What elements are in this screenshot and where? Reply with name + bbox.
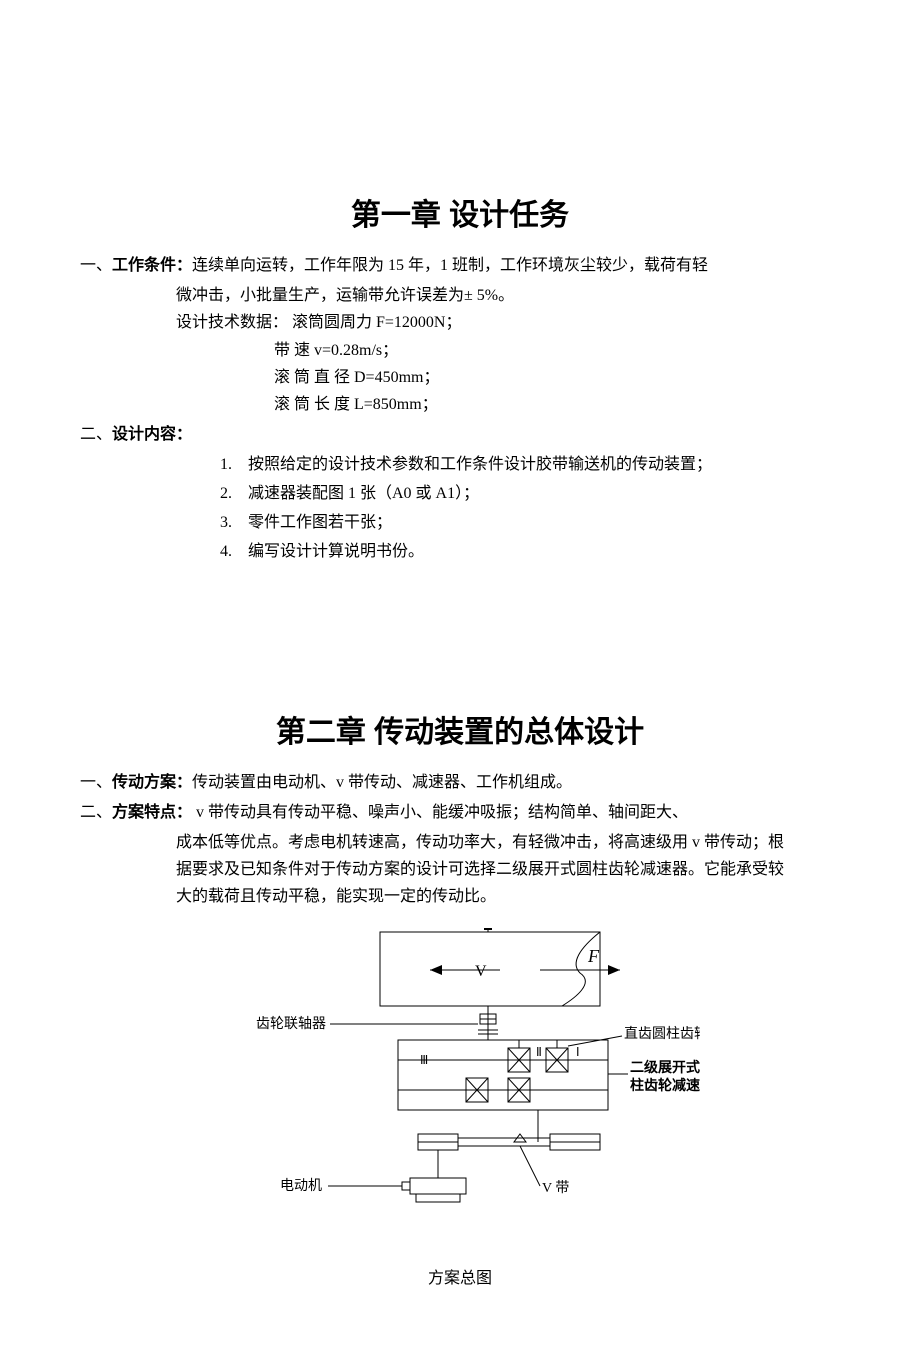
c1-sec1-label: 工作条件：	[112, 257, 192, 274]
chapter2-title: 第二章 传动装置的总体设计	[80, 707, 840, 751]
c1-sec2-label: 设计内容：	[112, 426, 192, 443]
c1-sec1-tech: 设计技术数据： 滚筒圆周力 F=12000N；	[176, 309, 840, 336]
list-item: 2.减速器装配图 1 张（A0 或 A1）；	[220, 480, 840, 509]
scheme-diagram: V F 齿轮联轴器 直齿圆柱齿轮 二级展开式圆 柱齿轮减速器 电动机 V 带 Ⅲ…	[80, 928, 840, 1228]
c1-sec1-num: 一、	[80, 257, 112, 274]
ol-text: 按照给定的设计技术参数和工作条件设计胶带输送机的传动装置；	[248, 451, 712, 480]
diagram-roman-2: Ⅱ	[536, 1045, 542, 1059]
c2-sec2-t2: 成本低等优点。考虑电机转速高，传动功率大，有轻微冲击，将高速级用 v 带传动；根	[176, 829, 840, 856]
diagram-label-motor: 电动机	[280, 1178, 322, 1194]
list-item: 3.零件工作图若干张；	[220, 509, 840, 538]
c2-sec2: 二、方案特点： v 带传动具有传动平稳、噪声小、能缓冲吸振；结构简单、轴间距大、	[80, 799, 840, 826]
ol-num: 2.	[220, 480, 248, 509]
c2-sec1-num: 一、	[80, 774, 112, 791]
chapter1-title: 第一章 设计任务	[80, 190, 840, 234]
ol-num: 4.	[220, 538, 248, 567]
diagram-svg: V F 齿轮联轴器 直齿圆柱齿轮 二级展开式圆 柱齿轮减速器 电动机 V 带 Ⅲ…	[220, 928, 700, 1228]
diagram-label-coupling: 齿轮联轴器	[256, 1016, 326, 1032]
diagram-roman-3: Ⅲ	[420, 1053, 428, 1067]
ol-text: 零件工作图若干张；	[248, 509, 392, 538]
c2-sec2-t3: 据要求及已知条件对于传动方案的设计可选择二级展开式圆柱齿轮减速器。它能承受较	[176, 856, 840, 883]
ol-num: 1.	[220, 451, 248, 480]
list-item: 1.按照给定的设计技术参数和工作条件设计胶带输送机的传动装置；	[220, 451, 840, 480]
diagram-caption: 方案总图	[80, 1264, 840, 1288]
c1-sec2-num: 二、	[80, 426, 112, 443]
diagram-label-vbelt: V 带	[542, 1180, 569, 1196]
c1-sec1-text1: 连续单向运转，工作年限为 15 年，1 班制，工作环境灰尘较少，载荷有轻	[192, 257, 708, 274]
ol-text: 编写设计计算说明书份。	[248, 538, 424, 567]
c1-sec1: 一、工作条件：连续单向运转，工作年限为 15 年，1 班制，工作环境灰尘较少，载…	[80, 252, 840, 279]
c1-data1: 带 速 v=0.28m/s；	[274, 337, 840, 364]
diagram-label-reducer1: 二级展开式圆	[630, 1059, 700, 1076]
diagram-label-reducer2: 柱齿轮减速器	[630, 1077, 700, 1094]
c2-sec1: 一、传动方案：传动装置由电动机、v 带传动、减速器、工作机组成。	[80, 769, 840, 796]
c2-sec2-t4: 大的载荷且传动平稳，能实现一定的传动比。	[176, 883, 840, 910]
c1-data3: 滚 筒 长 度 L=850mm；	[274, 391, 840, 418]
c1-data2: 滚 筒 直 径 D=450mm；	[274, 364, 840, 391]
diagram-label-v: V	[475, 963, 487, 980]
c2-sec2-t1: v 带传动具有传动平稳、噪声小、能缓冲吸振；结构简单、轴间距大、	[192, 804, 688, 821]
ol-text: 减速器装配图 1 张（A0 或 A1）；	[248, 480, 479, 509]
c2-sec1-text: 传动装置由电动机、v 带传动、减速器、工作机组成。	[192, 774, 572, 791]
diagram-roman-1: Ⅰ	[576, 1045, 580, 1059]
c1-sec1-text2: 微冲击，小批量生产，运输带允许误差为± 5%。	[176, 282, 840, 309]
c2-sec2-label: 方案特点：	[112, 804, 192, 821]
page: 第一章 设计任务 一、工作条件：连续单向运转，工作年限为 15 年，1 班制，工…	[0, 0, 920, 1348]
c2-sec2-num: 二、	[80, 804, 112, 821]
c1-sec2: 二、设计内容：	[80, 421, 840, 448]
c1-sec2-list: 1.按照给定的设计技术参数和工作条件设计胶带输送机的传动装置； 2.减速器装配图…	[220, 451, 840, 566]
list-item: 4.编写设计计算说明书份。	[220, 538, 840, 567]
ol-num: 3.	[220, 509, 248, 538]
diagram-label-spur: 直齿圆柱齿轮	[624, 1025, 700, 1042]
diagram-label-f: F	[587, 946, 600, 966]
c2-sec1-label: 传动方案：	[112, 774, 192, 791]
